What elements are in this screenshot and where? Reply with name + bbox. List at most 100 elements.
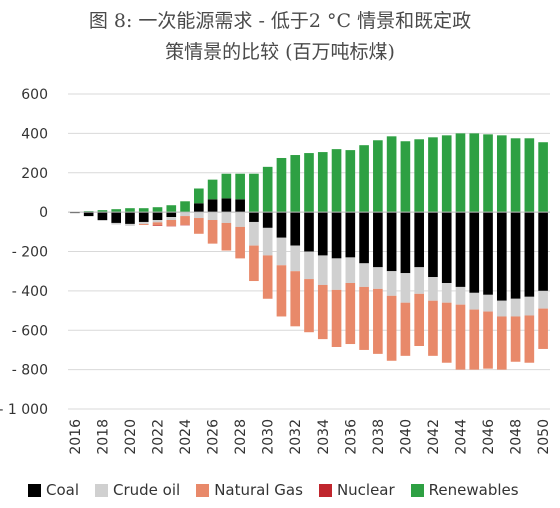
legend-swatch-coal — [28, 483, 41, 497]
bar-crude-oil-2028 — [235, 212, 245, 227]
bar-renewables-2030 — [262, 166, 273, 213]
x-tick-label: 2050 — [536, 419, 552, 455]
bar-coal-2044 — [455, 212, 466, 287]
bar-coal-2020 — [125, 212, 135, 224]
bar-renewables-2037 — [359, 145, 369, 213]
bar-renewables-2023 — [166, 205, 177, 213]
bar-coal-2040 — [400, 212, 411, 274]
bar-natural-gas-2047 — [496, 316, 507, 370]
bar-crude-oil-2036 — [345, 257, 356, 283]
legend-item-nuclear: Nuclear — [318, 481, 395, 499]
bar-coal-2026 — [207, 199, 218, 213]
bar-coal-2030 — [262, 212, 273, 228]
bar-renewables-2041 — [414, 139, 424, 213]
legend-label-renewables: Renewables — [428, 481, 519, 499]
bar-natural-gas-2048 — [510, 316, 521, 362]
y-tick-label: - 1 000 — [0, 402, 48, 418]
bar-crude-oil-2033 — [304, 251, 314, 280]
bar-crude-oil-2023 — [166, 217, 177, 220]
bar-crude-oil-2034 — [317, 255, 328, 285]
bar-natural-gas-2033 — [304, 279, 314, 333]
bar-renewables-2028 — [235, 173, 245, 200]
chart-title-line2: 策情景的比较 (百万吨标煤) — [165, 41, 395, 63]
x-tick-label: 2048 — [509, 419, 525, 455]
x-tick-label: 2026 — [206, 419, 222, 455]
bar-coal-2027 — [221, 198, 232, 213]
bar-natural-gas-2035 — [331, 289, 342, 347]
bar-natural-gas-2022 — [152, 222, 163, 226]
bar-coal-2043 — [441, 212, 452, 283]
legend-label-nuclear: Nuclear — [336, 481, 395, 499]
bar-crude-oil-2042 — [428, 277, 438, 301]
bar-coal-2025 — [194, 203, 204, 213]
bar-renewables-2029 — [249, 173, 259, 213]
bar-crude-oil-2025 — [194, 212, 204, 219]
bar-crude-oil-2030 — [262, 227, 273, 256]
y-tick-label: - 600 — [12, 323, 48, 339]
y-tick-label: - 200 — [12, 245, 48, 261]
bar-coal-2028 — [235, 199, 245, 213]
bar-natural-gas-2040 — [400, 302, 411, 356]
bar-crude-oil-2047 — [496, 300, 507, 317]
bar-natural-gas-2032 — [290, 271, 301, 327]
bar-natural-gas-2038 — [373, 288, 383, 354]
y-tick-label: - 800 — [12, 363, 48, 379]
bar-crude-oil-2020 — [125, 223, 135, 226]
bar-crude-oil-2032 — [290, 245, 301, 272]
legend-swatch-crude-oil — [95, 483, 109, 497]
x-tick-label: 2018 — [95, 419, 111, 455]
x-tick-label: 2038 — [371, 419, 387, 455]
legend-label-coal: Coal — [46, 481, 80, 499]
bar-renewables-2039 — [386, 136, 397, 213]
bar-natural-gas-2037 — [359, 286, 369, 350]
bar-coal-2047 — [496, 212, 507, 301]
legend: Coal Crude oil Natural Gas Nuclear Renew… — [28, 481, 558, 499]
bar-crude-oil-2017 — [83, 216, 94, 217]
bar-coal-2019 — [111, 212, 122, 223]
y-tick-label: 0 — [39, 205, 48, 221]
bar-natural-gas-2021 — [138, 223, 149, 225]
bar-natural-gas-2039 — [386, 295, 397, 361]
x-tick-label: 2024 — [178, 419, 194, 455]
x-tick-label: 2016 — [68, 419, 84, 455]
legend-item-crude-oil: Crude oil — [95, 481, 180, 499]
bar-coal-2031 — [276, 212, 287, 238]
bar-coal-2029 — [249, 212, 259, 222]
chart-title: 图 8: 一次能源需求 - 低于2 °C 情景和既定政 策情景的比较 (百万吨标… — [0, 6, 560, 68]
x-tick-label: 2042 — [426, 419, 442, 455]
bar-renewables-2049 — [524, 138, 535, 213]
bar-coal-2041 — [414, 212, 424, 268]
bar-coal-2039 — [386, 212, 397, 272]
x-tick-label: 2020 — [123, 419, 139, 455]
bar-crude-oil-2045 — [469, 292, 480, 310]
bar-crude-oil-2037 — [359, 263, 369, 287]
x-tick-label: 2022 — [151, 419, 167, 455]
x-tick-label: 2036 — [343, 419, 359, 455]
bar-crude-oil-2044 — [455, 286, 466, 305]
bar-crude-oil-2018 — [97, 220, 108, 221]
bar-coal-2042 — [428, 212, 438, 278]
bar-renewables-2036 — [345, 150, 356, 213]
x-tick-label: 2032 — [288, 419, 304, 455]
stacked-bar-chart: 600 400 200 0 - 200 - 400 - 600 - 800 - 1 000 201… — [0, 87, 552, 455]
bar-crude-oil-2035 — [331, 258, 342, 290]
legend-item-renewables: Renewables — [410, 481, 519, 499]
bar-coal-2037 — [359, 212, 369, 264]
bar-crude-oil-2043 — [441, 283, 452, 303]
bar-crude-oil-2040 — [400, 273, 411, 303]
bar-natural-gas-2046 — [483, 311, 493, 369]
bar-crude-oil-2046 — [483, 294, 493, 312]
bar-crude-oil-2039 — [386, 271, 397, 296]
bar-natural-gas-2030 — [262, 255, 273, 299]
bar-coal-2045 — [469, 212, 480, 293]
bar-natural-gas-2049 — [524, 315, 535, 363]
y-tick-label: - 400 — [12, 284, 48, 300]
legend-item-coal: Coal — [28, 481, 79, 499]
bar-natural-gas-2045 — [469, 309, 480, 370]
bar-renewables-2019 — [111, 209, 122, 213]
x-tick-label: 2030 — [261, 419, 277, 455]
bar-renewables-2020 — [125, 208, 135, 213]
bar-renewables-2038 — [373, 140, 383, 213]
bar-renewables-2026 — [207, 179, 218, 200]
bar-crude-oil-2031 — [276, 237, 287, 266]
